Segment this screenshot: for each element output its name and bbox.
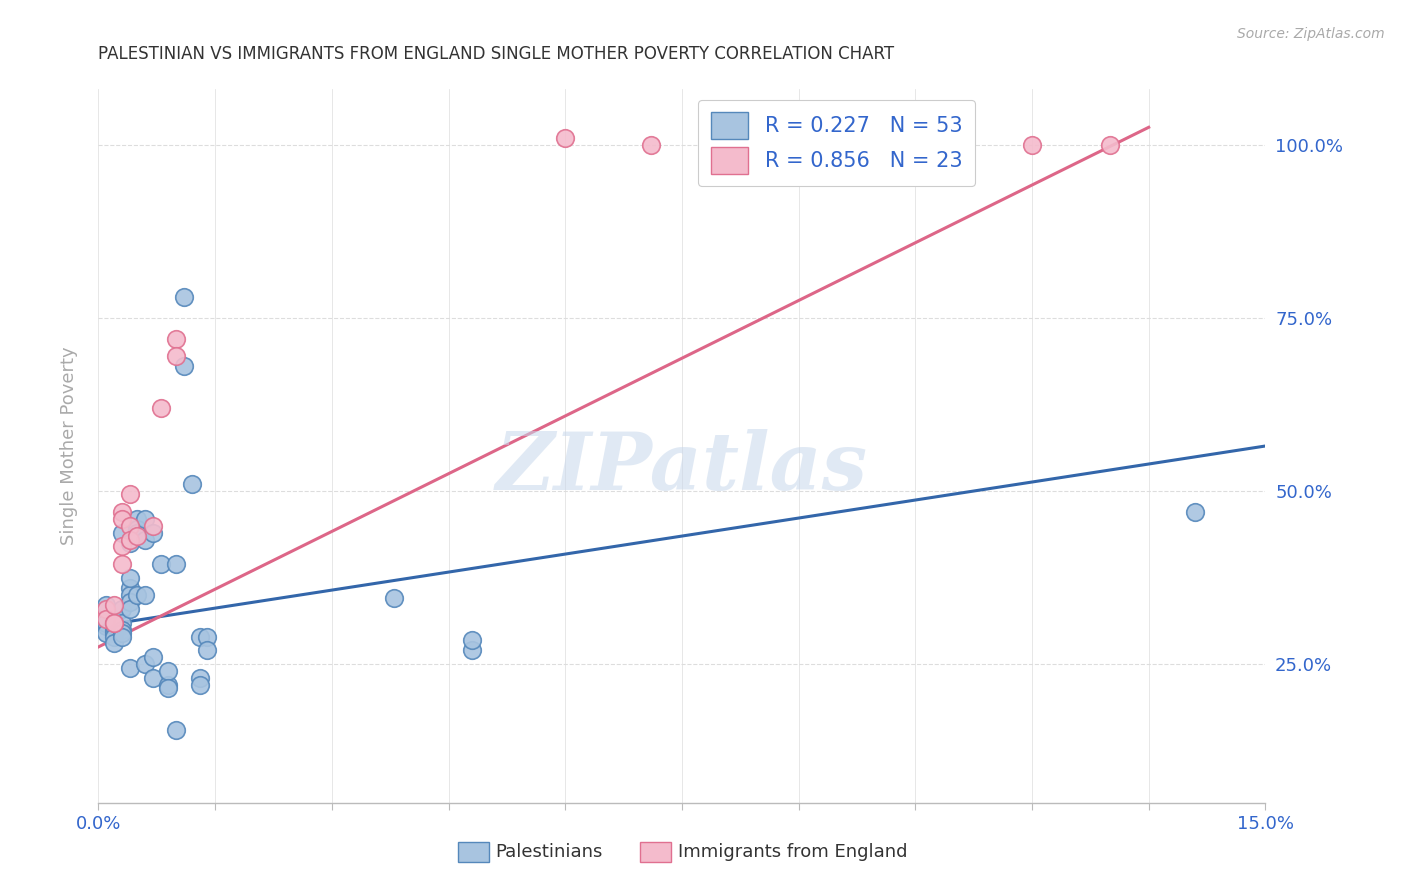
Point [142,525,165,540]
Point [111,540,134,554]
Y-axis label: Single Mother Poverty: Single Mother Poverty [59,347,77,545]
Point [127,525,149,540]
Point [118,533,141,547]
Point [640,137,662,152]
Point [142,518,165,533]
Point [173,290,195,304]
Point [134,512,156,526]
Point [111,626,134,640]
Point [103,619,125,633]
Point [118,588,141,602]
Point [118,536,141,550]
Point [118,581,141,595]
Point [554,130,576,145]
Point [111,512,134,526]
Point [118,571,141,585]
Point [96,626,118,640]
Point [118,487,141,501]
Point [188,671,211,685]
Point [165,557,187,571]
Point [111,525,134,540]
Point [103,615,125,630]
Point [1184,505,1206,519]
Point [111,557,134,571]
Point [142,650,165,665]
Point [96,619,118,633]
Point [103,615,125,630]
Point [111,602,134,616]
Point [710,137,733,152]
Point [111,623,134,637]
Point [461,643,484,657]
Point [127,529,149,543]
Text: Source: ZipAtlas.com: Source: ZipAtlas.com [1237,27,1385,41]
Point [118,595,141,609]
Point [157,678,180,692]
Text: Immigrants from England: Immigrants from England [679,843,908,861]
Point [118,518,141,533]
Point [157,664,180,678]
Point [149,401,172,415]
Text: ZIPatlas: ZIPatlas [496,429,868,506]
Legend: R = 0.227   N = 53, R = 0.856   N = 23: R = 0.227 N = 53, R = 0.856 N = 23 [699,100,974,186]
Point [103,623,125,637]
Point [157,681,180,696]
Point [103,636,125,650]
Text: PALESTINIAN VS IMMIGRANTS FROM ENGLAND SINGLE MOTHER POVERTY CORRELATION CHART: PALESTINIAN VS IMMIGRANTS FROM ENGLAND S… [98,45,894,62]
Point [1098,137,1121,152]
Point [165,723,187,737]
Point [118,602,141,616]
Point [149,557,172,571]
Point [173,359,195,374]
Point [134,533,156,547]
Point [96,602,118,616]
Point [195,643,218,657]
Point [165,332,187,346]
Point [103,615,125,630]
Point [188,678,211,692]
Point [103,612,125,626]
Point [180,477,202,491]
Point [103,630,125,644]
Point [103,599,125,613]
Point [134,588,156,602]
Point [111,615,134,630]
Point [142,671,165,685]
Point [127,522,149,536]
Point [127,512,149,526]
Text: Palestinians: Palestinians [496,843,603,861]
Point [111,630,134,644]
Point [188,630,211,644]
Point [796,137,818,152]
Point [127,588,149,602]
Point [195,630,218,644]
Point [461,632,484,647]
Point [103,626,125,640]
Point [382,591,405,606]
Point [1021,137,1043,152]
Point [96,612,118,626]
Point [96,599,118,613]
Point [165,349,187,363]
Point [111,505,134,519]
Point [118,661,141,675]
Point [96,615,118,630]
Point [134,657,156,672]
